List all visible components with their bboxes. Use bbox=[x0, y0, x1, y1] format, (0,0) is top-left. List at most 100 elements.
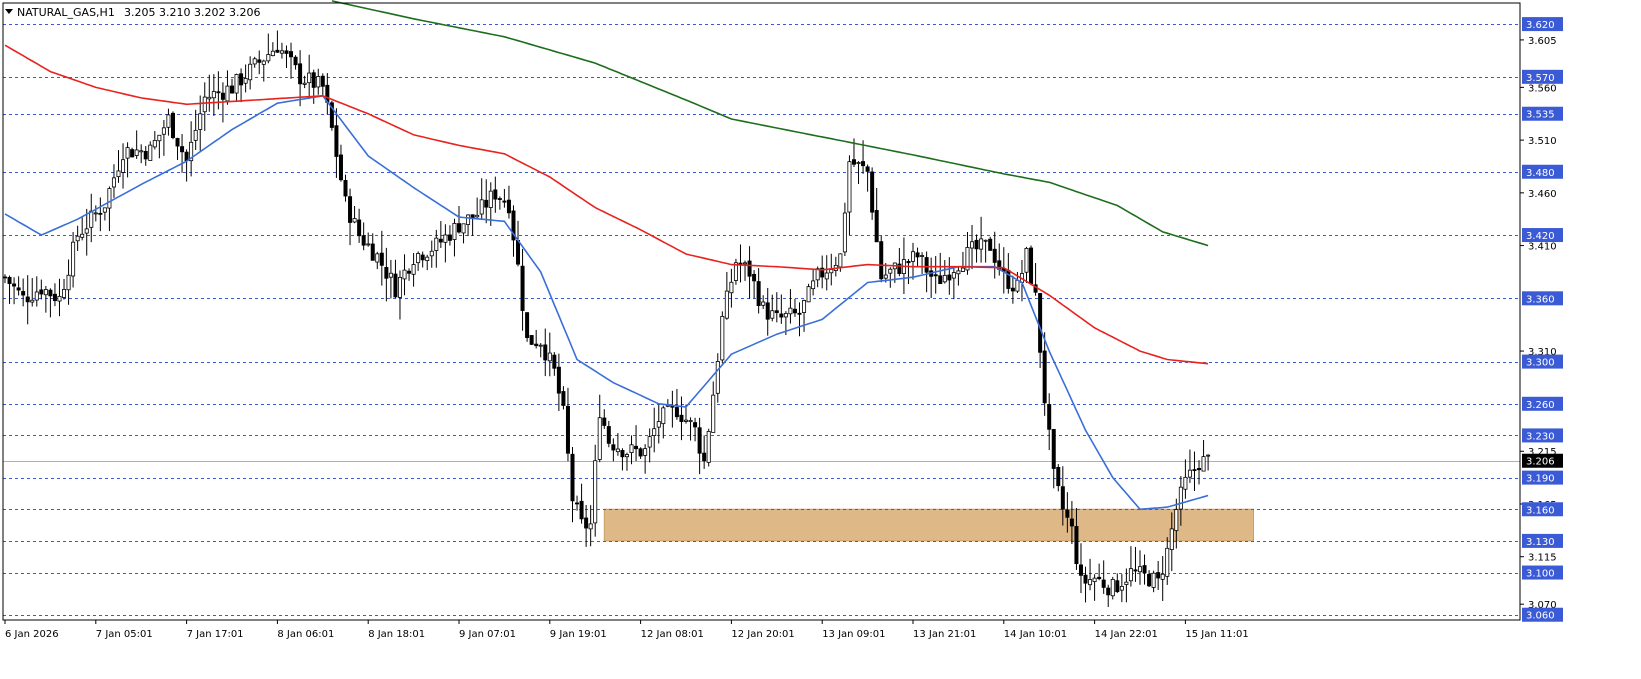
candle[interactable] bbox=[343, 174, 348, 202]
candle[interactable] bbox=[307, 54, 312, 100]
candle[interactable] bbox=[84, 208, 89, 256]
candle[interactable] bbox=[620, 448, 625, 471]
candle[interactable] bbox=[1074, 508, 1079, 570]
candle[interactable] bbox=[416, 251, 421, 271]
candle[interactable] bbox=[1183, 459, 1188, 499]
candle[interactable] bbox=[547, 332, 552, 377]
candle[interactable] bbox=[25, 275, 30, 325]
candle[interactable] bbox=[384, 247, 389, 302]
candle[interactable] bbox=[180, 134, 185, 173]
candle[interactable] bbox=[461, 223, 466, 244]
candle[interactable] bbox=[316, 68, 321, 95]
candle[interactable] bbox=[279, 42, 284, 59]
candle[interactable] bbox=[820, 255, 825, 289]
candle[interactable] bbox=[375, 251, 380, 270]
candle[interactable] bbox=[888, 267, 893, 288]
candle[interactable] bbox=[792, 298, 797, 317]
candle[interactable] bbox=[34, 276, 39, 307]
candle[interactable] bbox=[593, 444, 598, 537]
candle[interactable] bbox=[693, 417, 698, 442]
candle[interactable] bbox=[647, 428, 652, 463]
candle[interactable] bbox=[611, 438, 616, 462]
candle[interactable] bbox=[565, 387, 570, 462]
candle[interactable] bbox=[16, 276, 21, 296]
candle[interactable] bbox=[733, 258, 738, 285]
candle[interactable] bbox=[988, 236, 993, 251]
candle[interactable] bbox=[1065, 492, 1070, 533]
candle[interactable] bbox=[933, 255, 938, 294]
candle[interactable] bbox=[143, 146, 148, 166]
candle[interactable] bbox=[774, 292, 779, 323]
candle[interactable] bbox=[970, 225, 975, 270]
candle[interactable] bbox=[43, 285, 48, 313]
candle[interactable] bbox=[1115, 573, 1120, 594]
candle[interactable] bbox=[39, 279, 44, 300]
moving-average-line[interactable] bbox=[331, 0, 1209, 247]
candle[interactable] bbox=[1169, 512, 1174, 572]
candle[interactable] bbox=[974, 234, 979, 263]
candle[interactable] bbox=[711, 381, 716, 433]
candle[interactable] bbox=[370, 233, 375, 261]
candle[interactable] bbox=[847, 155, 852, 235]
candle[interactable] bbox=[229, 78, 234, 94]
candle[interactable] bbox=[624, 452, 629, 471]
candle[interactable] bbox=[93, 205, 98, 222]
candle[interactable] bbox=[865, 164, 870, 192]
candle[interactable] bbox=[456, 206, 461, 234]
candle[interactable] bbox=[75, 225, 80, 251]
candle[interactable] bbox=[720, 311, 725, 364]
candle[interactable] bbox=[293, 55, 298, 70]
candle[interactable] bbox=[484, 179, 489, 224]
candle[interactable] bbox=[729, 268, 734, 308]
candle[interactable] bbox=[493, 176, 498, 213]
candle[interactable] bbox=[452, 218, 457, 257]
candle[interactable] bbox=[257, 50, 262, 75]
candle[interactable] bbox=[956, 267, 961, 286]
candle[interactable] bbox=[429, 240, 434, 268]
candle[interactable] bbox=[139, 144, 144, 164]
candle[interactable] bbox=[1047, 393, 1052, 451]
candle[interactable] bbox=[166, 108, 171, 136]
candle[interactable] bbox=[674, 388, 679, 420]
candle[interactable] bbox=[1056, 464, 1061, 492]
candle[interactable] bbox=[942, 260, 947, 284]
candle[interactable] bbox=[443, 224, 448, 263]
candle[interactable] bbox=[7, 275, 12, 304]
candle[interactable] bbox=[597, 394, 602, 463]
candle[interactable] bbox=[911, 242, 916, 280]
candle[interactable] bbox=[634, 425, 639, 462]
candle[interactable] bbox=[393, 259, 398, 299]
candle[interactable] bbox=[198, 95, 203, 151]
candle[interactable] bbox=[1128, 546, 1133, 587]
candle[interactable] bbox=[497, 196, 502, 210]
candle[interactable] bbox=[388, 260, 393, 299]
candle[interactable] bbox=[979, 216, 984, 263]
candle[interactable] bbox=[629, 435, 634, 465]
candle[interactable] bbox=[261, 59, 266, 82]
candle[interactable] bbox=[334, 108, 339, 178]
candle[interactable] bbox=[906, 259, 911, 285]
moving-average-line[interactable] bbox=[4, 44, 1209, 365]
candle[interactable] bbox=[802, 299, 807, 332]
candle[interactable] bbox=[1192, 451, 1197, 491]
candle[interactable] bbox=[361, 222, 366, 251]
candle[interactable] bbox=[538, 343, 543, 358]
candle[interactable] bbox=[320, 73, 325, 96]
candle[interactable] bbox=[80, 216, 85, 241]
candle[interactable] bbox=[702, 435, 707, 469]
candle[interactable] bbox=[960, 251, 965, 273]
candle[interactable] bbox=[266, 33, 271, 64]
candle[interactable] bbox=[874, 188, 879, 243]
candle[interactable] bbox=[270, 42, 275, 57]
candle[interactable] bbox=[556, 353, 561, 412]
candle[interactable] bbox=[357, 208, 362, 243]
candle[interactable] bbox=[62, 278, 67, 300]
moving-average-line[interactable] bbox=[4, 94, 1209, 511]
candle[interactable] bbox=[534, 329, 539, 349]
candle[interactable] bbox=[21, 278, 26, 307]
candle[interactable] bbox=[915, 247, 920, 267]
candle[interactable] bbox=[1156, 560, 1161, 590]
candle[interactable] bbox=[284, 45, 289, 69]
candle[interactable] bbox=[275, 30, 280, 53]
candle[interactable] bbox=[1101, 560, 1106, 594]
